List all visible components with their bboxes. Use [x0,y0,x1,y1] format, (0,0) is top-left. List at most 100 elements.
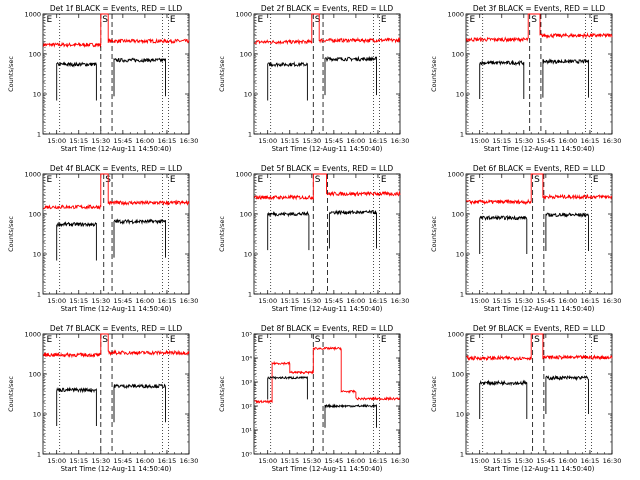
panel-title: Det 2f BLACK = Events, RED = LLD [261,4,394,13]
x-tick-label: 15:15 [280,297,299,305]
x-tick-label: 16:30 [180,457,199,465]
event-marker-label: S [534,175,540,185]
panel-title: Det 3f BLACK = Events, RED = LLD [473,4,606,13]
panel-title: Det 7f BLACK = Events, RED = LLD [50,324,183,333]
x-tick-label: 15:15 [492,457,511,465]
x-tick-label: 15:00 [47,457,66,465]
event-marker-label: S [531,15,537,25]
panel-4: Det 4f BLACK = Events, RED = LLD 1 10 100 10… [7,164,198,313]
x-axis-label: Start Time (12-Aug-11 14:50:40) [484,465,595,473]
event-marker-label: S [102,15,108,25]
y-tick-label: 10⁵ [241,331,252,339]
y-tick-label: 1000 [24,11,41,19]
x-tick-label: 15:00 [258,457,277,465]
panel-3: Det 3f BLACK = Events, RED = LLD 1 10 100 10… [430,4,621,153]
plot-frame [465,333,613,455]
plot-frame [465,173,613,295]
x-tick-label: 16:30 [391,457,410,465]
y-axis-label: Counts/sec [430,56,438,92]
x-tick-label: 15:30 [514,137,533,145]
event-marker-label: E [593,15,599,25]
events-series-line [479,58,589,99]
event-marker-label: E [469,175,475,185]
event-marker-label: E [170,175,176,185]
event-marker-label: E [381,175,387,185]
x-tick-label: 15:15 [492,137,511,145]
plot-frame [465,13,613,135]
x-tick-label: 15:00 [258,297,277,305]
plot-frame [42,333,190,455]
y-tick-label: 1000 [235,11,252,19]
x-tick-label: 15:15 [69,457,88,465]
x-axis-label: Start Time (12-Aug-11 14:50:40) [272,145,383,153]
x-tick-label: 15:15 [69,297,88,305]
event-marker-label: E [46,15,52,25]
y-axis-label: Counts/sec [430,216,438,252]
y-tick-label: 1 [248,131,252,139]
x-tick-label: 16:00 [347,457,366,465]
x-axis-label: Start Time (12-Aug-11 14:50:40) [61,465,172,473]
x-tick-label: 16:00 [136,457,155,465]
event-marker-label: E [593,175,599,185]
events-series-line [479,374,589,419]
x-tick-label: 15:45 [113,297,132,305]
y-axis-label: Counts/sec [218,216,226,252]
y-tick-label: 10 [456,411,464,419]
y-tick-label: 100 [452,371,464,379]
y-tick-label: 10 [244,91,252,99]
event-marker-label: E [381,15,387,25]
events-series-line [267,209,377,251]
events-series-line [56,218,166,261]
y-axis-label: Counts/sec [430,376,438,412]
events-series-line [479,212,589,254]
x-axis-label: Start Time (12-Aug-11 14:50:40) [484,145,595,153]
y-tick-label: 1000 [447,331,464,339]
panel-5: Det 5f BLACK = Events, RED = LLD 1 10 100 10… [218,164,409,313]
x-tick-label: 15:15 [280,457,299,465]
x-axis-label: Start Time (12-Aug-11 14:50:40) [272,305,383,313]
events-series-line [267,55,377,101]
plot-frame [42,13,190,135]
x-tick-label: 15:30 [91,137,110,145]
plot-frame [42,173,190,295]
event-marker-label: E [469,335,475,345]
event-marker-label: S [534,335,540,345]
x-tick-label: 15:15 [492,297,511,305]
y-tick-label: 100 [29,371,41,379]
lld-series-line [43,173,190,211]
event-marker-label: S [315,335,321,345]
x-tick-label: 15:45 [113,137,132,145]
event-marker-label: E [257,175,263,185]
x-tick-label: 15:45 [324,297,343,305]
x-tick-label: 15:45 [113,457,132,465]
y-tick-label: 1000 [447,11,464,19]
x-axis-label: Start Time (12-Aug-11 14:50:40) [61,305,172,313]
x-tick-label: 15:30 [302,137,321,145]
events-series-line [56,57,166,101]
y-tick-label: 1 [37,131,41,139]
panel-title: Det 5f BLACK = Events, RED = LLD [261,164,394,173]
x-tick-label: 16:00 [559,457,578,465]
x-tick-label: 16:15 [369,297,388,305]
event-marker-label: E [170,15,176,25]
lld-series-line [466,173,613,206]
panel-title: Det 6f BLACK = Events, RED = LLD [473,164,606,173]
y-tick-label: 1 [460,291,464,299]
x-tick-label: 16:15 [581,457,600,465]
x-axis-label: Start Time (12-Aug-11 14:50:40) [272,465,383,473]
x-tick-label: 16:15 [581,137,600,145]
lld-series-line [254,346,401,404]
panel-7: Det 7f BLACK = Events, RED = LLD 1 10 100 10… [7,324,198,473]
event-marker-label: S [102,335,108,345]
event-marker-label: E [257,335,263,345]
y-tick-label: 1000 [24,331,41,339]
x-tick-label: 15:30 [514,297,533,305]
y-tick-label: 1 [460,131,464,139]
x-tick-label: 15:15 [69,137,88,145]
event-marker-label: E [46,175,52,185]
x-tick-label: 16:15 [369,457,388,465]
x-tick-label: 15:00 [470,457,489,465]
y-tick-label: 1000 [24,171,41,179]
y-tick-label: 1000 [447,171,464,179]
